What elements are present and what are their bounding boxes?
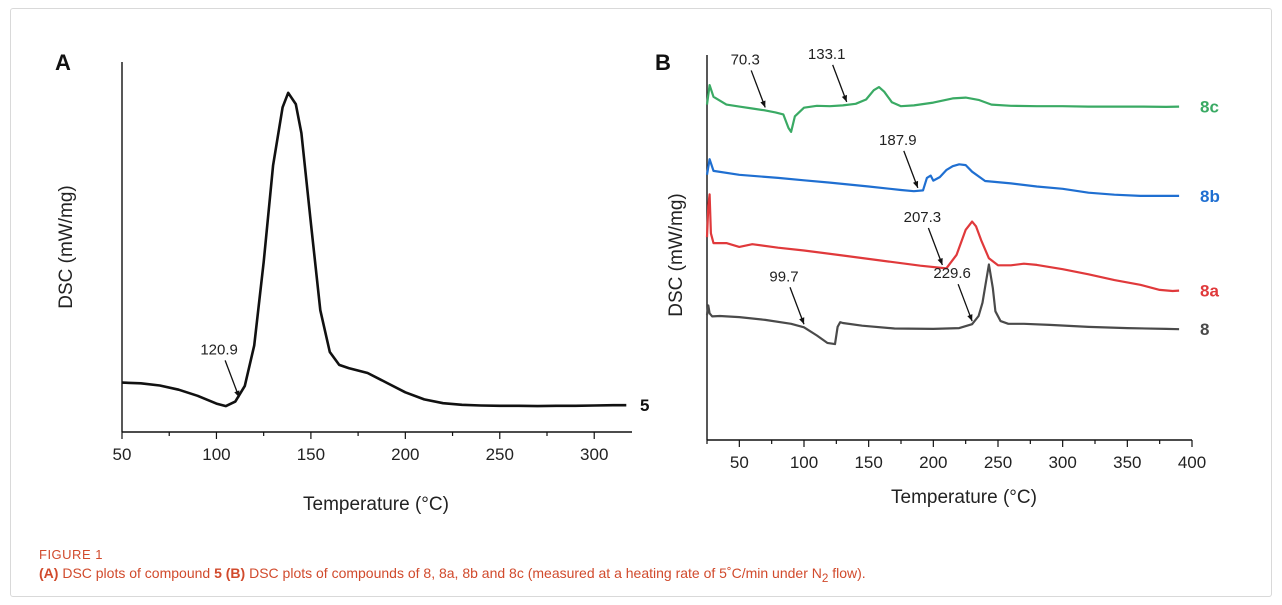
- series-label-8a: 8a: [1200, 282, 1219, 301]
- series-line-8b: [705, 158, 1180, 197]
- caption-a-bold: 5: [214, 565, 222, 581]
- annotation-arrow-head: [760, 100, 766, 108]
- series-line-5: [121, 91, 627, 408]
- series-label-8b: 8b: [1200, 187, 1220, 206]
- annotation-arrow-head: [912, 180, 919, 188]
- annotation-arrow-line: [957, 283, 973, 322]
- caption-a-label: (A): [39, 565, 59, 581]
- x-tick-label: 100: [202, 445, 230, 464]
- panel-b-y-label: DSC (mW/mg): [666, 193, 687, 316]
- caption-a-text: DSC plots of compound: [58, 565, 215, 581]
- caption-b-label: (B): [221, 565, 246, 581]
- caption-subscript: 2: [821, 571, 829, 585]
- series-line-8: [705, 263, 1180, 346]
- panel-b-label: B: [655, 50, 671, 75]
- x-tick-label: 300: [580, 445, 608, 464]
- series-line-8c: [705, 83, 1180, 133]
- annotation-arrow-line: [832, 64, 848, 103]
- x-tick-label: 200: [919, 453, 947, 472]
- annotation-arrow-line: [927, 227, 943, 266]
- series-label-8c: 8c: [1200, 98, 1219, 117]
- annotation-arrow-line: [903, 150, 919, 189]
- annotation-arrow-head: [234, 390, 240, 398]
- annotation-arrow-head: [799, 317, 805, 325]
- panel-b: B 50 100 150 200 250 300 350 400 Temperature (°…: [655, 46, 1220, 508]
- panel-b-series: 8c 8b 8a 8 70.3 133.1 187.9 207.3 99.7 229.6: [705, 46, 1220, 346]
- annotation-arrow-line: [750, 70, 766, 108]
- annotation-label: 187.9: [879, 132, 917, 149]
- panel-a: A 50 100 150 200 250 300 Temperature (°C) DSC…: [55, 50, 649, 515]
- annotation-arrow-head: [937, 257, 943, 265]
- x-tick-label: 350: [1113, 453, 1141, 472]
- panel-a-x-ticks: 50 100 150 200 250 300: [113, 432, 608, 464]
- caption-end: flow).: [828, 565, 866, 581]
- panel-a-x-label: Temperature (°C): [303, 494, 449, 515]
- x-tick-label: 50: [113, 445, 132, 464]
- panel-a-label: A: [55, 50, 71, 75]
- x-tick-label: 250: [984, 453, 1012, 472]
- series-label-8: 8: [1200, 320, 1209, 339]
- x-tick-label: 200: [391, 445, 419, 464]
- series-label-5: 5: [640, 396, 649, 415]
- panel-a-series: 5 120.9: [121, 91, 649, 415]
- panel-b-x-ticks: 50 100 150 200 250 300 350 400: [706, 440, 1206, 472]
- x-tick-label: 150: [854, 453, 882, 472]
- annotation-arrow-head: [841, 94, 847, 102]
- panel-b-x-label: Temperature (°C): [891, 487, 1037, 508]
- series-line-8a: [705, 193, 1180, 293]
- figure-frame: [10, 8, 1272, 597]
- x-tick-label: 250: [486, 445, 514, 464]
- x-tick-label: 150: [297, 445, 325, 464]
- figure-label: FIGURE 1: [39, 547, 103, 562]
- annotation-arrow-line: [789, 287, 805, 325]
- annotation-arrow-head: [967, 314, 973, 322]
- annotation-label: 70.3: [731, 51, 760, 68]
- annotation-label: 229.6: [933, 265, 971, 282]
- panel-a-y-label: DSC (mW/mg): [56, 185, 77, 308]
- annotation-label: 133.1: [808, 46, 846, 63]
- annotation-label: 99.7: [769, 268, 798, 285]
- annotation-label: 120.9: [200, 341, 238, 358]
- x-tick-label: 100: [790, 453, 818, 472]
- figure-caption-text: (A) DSC plots of compound 5 (B) DSC plot…: [39, 565, 1259, 585]
- figure-caption: FIGURE 1 (A) DSC plots of compound 5 (B)…: [39, 547, 1259, 585]
- annotation-arrow-line: [224, 360, 240, 398]
- annotation-label: 207.3: [904, 209, 942, 226]
- x-tick-label: 400: [1178, 453, 1206, 472]
- caption-b-text: DSC plots of compounds of 8, 8a, 8b and …: [245, 565, 822, 581]
- x-tick-label: 50: [730, 453, 749, 472]
- x-tick-label: 300: [1048, 453, 1076, 472]
